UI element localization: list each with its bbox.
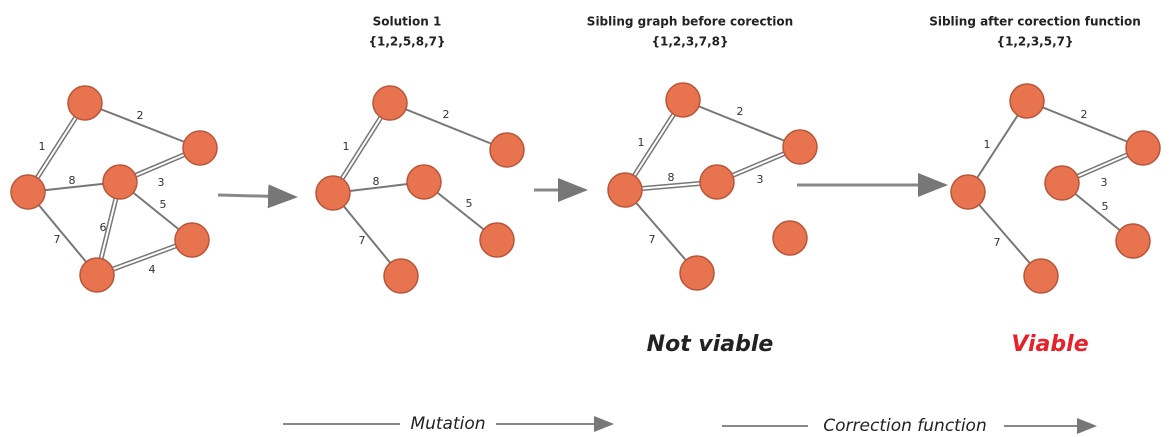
edge (967, 100, 1028, 193)
edge (84, 102, 201, 149)
panel-subtitle: {1,2,3,7,8} (651, 35, 728, 49)
node (79, 257, 115, 293)
edge-label: 1 (984, 138, 991, 151)
status: Not viable (647, 332, 774, 357)
node (479, 222, 515, 258)
edge-label: 2 (443, 108, 450, 121)
node (1044, 165, 1080, 201)
edge (967, 191, 1042, 277)
node (102, 164, 138, 200)
edge (27, 191, 98, 276)
edge (332, 192, 402, 277)
node (489, 132, 525, 168)
edge-label: 8 (373, 175, 380, 188)
panel-subtitle: {1,2,3,5,7} (996, 35, 1073, 49)
label-bg (400, 412, 496, 436)
edge-label: 7 (994, 236, 1001, 249)
node (406, 164, 442, 200)
correction-label: Correction function (823, 416, 986, 436)
edge-label: 7 (54, 233, 61, 246)
label-bg (808, 414, 1004, 437)
edge-label: 1 (343, 140, 350, 153)
panel-subtitle: {1,2,5,8,7} (368, 35, 445, 49)
edge-label: 7 (649, 233, 656, 246)
edge-label: 8 (668, 171, 675, 184)
edge-label: 4 (149, 263, 156, 276)
edge (1026, 100, 1144, 149)
edge-label: 3 (1101, 176, 1108, 189)
edge-label: 5 (1102, 200, 1109, 213)
edge-label: 3 (757, 173, 764, 186)
edge-label: 7 (359, 234, 366, 247)
node (67, 85, 103, 121)
edge-label: 8 (69, 174, 76, 187)
node (174, 222, 210, 258)
edge-label: 5 (466, 197, 473, 210)
node (1009, 83, 1045, 119)
node (607, 172, 643, 208)
node (699, 164, 735, 200)
edge-label: 1 (638, 136, 645, 149)
node (383, 258, 419, 294)
node (679, 255, 715, 291)
edge (624, 189, 698, 274)
edge-label: 2 (137, 109, 144, 122)
node (950, 174, 986, 210)
edge-label: 1 (39, 140, 46, 153)
node (10, 174, 46, 210)
panel-title: Sibling graph before corection (587, 15, 793, 29)
panel-title: Solution 1 (373, 15, 442, 29)
node (665, 82, 701, 118)
node (772, 220, 808, 256)
edge (682, 99, 801, 148)
node (1023, 258, 1059, 294)
node (315, 175, 351, 211)
arrow (217, 184, 298, 209)
node (782, 129, 818, 165)
panel-title: Sibling after corection function (929, 15, 1141, 29)
node (372, 85, 408, 121)
edge-inner (332, 102, 391, 194)
edge-label: 3 (158, 176, 165, 189)
node (1125, 130, 1161, 166)
node (1115, 223, 1151, 259)
mutation-label: Mutation (410, 414, 485, 434)
edge-inner (624, 99, 684, 191)
edge-label: 6 (100, 221, 107, 234)
edge-label: 2 (1081, 108, 1088, 121)
status: Viable (1011, 332, 1088, 357)
edge-label: 5 (160, 198, 167, 211)
node (182, 130, 218, 166)
edge (389, 102, 508, 151)
edge-label: 2 (737, 105, 744, 118)
